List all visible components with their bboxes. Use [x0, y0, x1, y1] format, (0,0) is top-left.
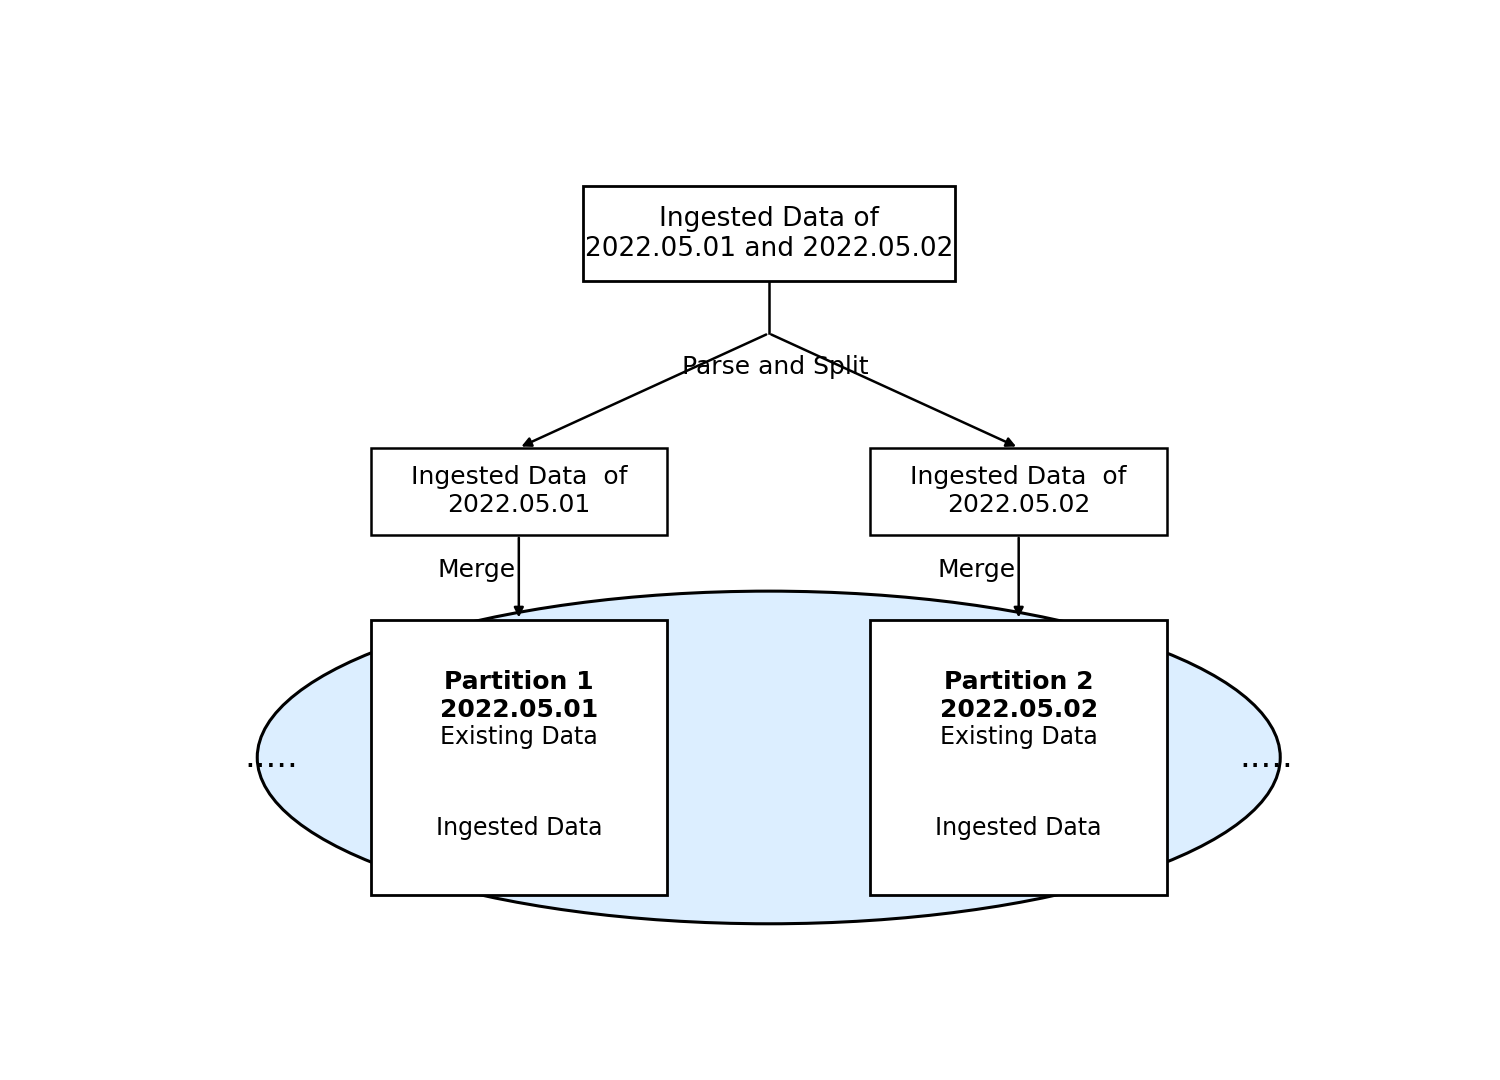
Ellipse shape — [258, 591, 1280, 923]
Text: .....: ..... — [244, 741, 298, 774]
Text: Ingested Data  of
2022.05.01: Ingested Data of 2022.05.01 — [411, 465, 627, 517]
Text: Merge: Merge — [938, 558, 1016, 582]
Text: .....: ..... — [1239, 741, 1293, 774]
Bar — [582, 186, 954, 282]
Bar — [870, 620, 1167, 894]
Text: Ingested Data of
2022.05.01 and 2022.05.02: Ingested Data of 2022.05.01 and 2022.05.… — [585, 205, 952, 261]
Bar — [870, 448, 1167, 535]
Text: Existing Data: Existing Data — [440, 725, 597, 748]
Bar — [370, 448, 668, 535]
Text: Ingested Data: Ingested Data — [435, 816, 602, 840]
Text: Existing Data: Existing Data — [940, 725, 1098, 748]
Text: Parse and Split: Parse and Split — [681, 354, 868, 379]
Text: Partition 2
2022.05.02: Partition 2 2022.05.02 — [939, 670, 1098, 721]
Text: Merge: Merge — [438, 558, 516, 582]
Text: Partition 1
2022.05.01: Partition 1 2022.05.01 — [440, 670, 598, 721]
Text: Ingested Data: Ingested Data — [936, 816, 1102, 840]
Bar — [370, 620, 668, 894]
Text: Ingested Data  of
2022.05.02: Ingested Data of 2022.05.02 — [910, 465, 1126, 517]
